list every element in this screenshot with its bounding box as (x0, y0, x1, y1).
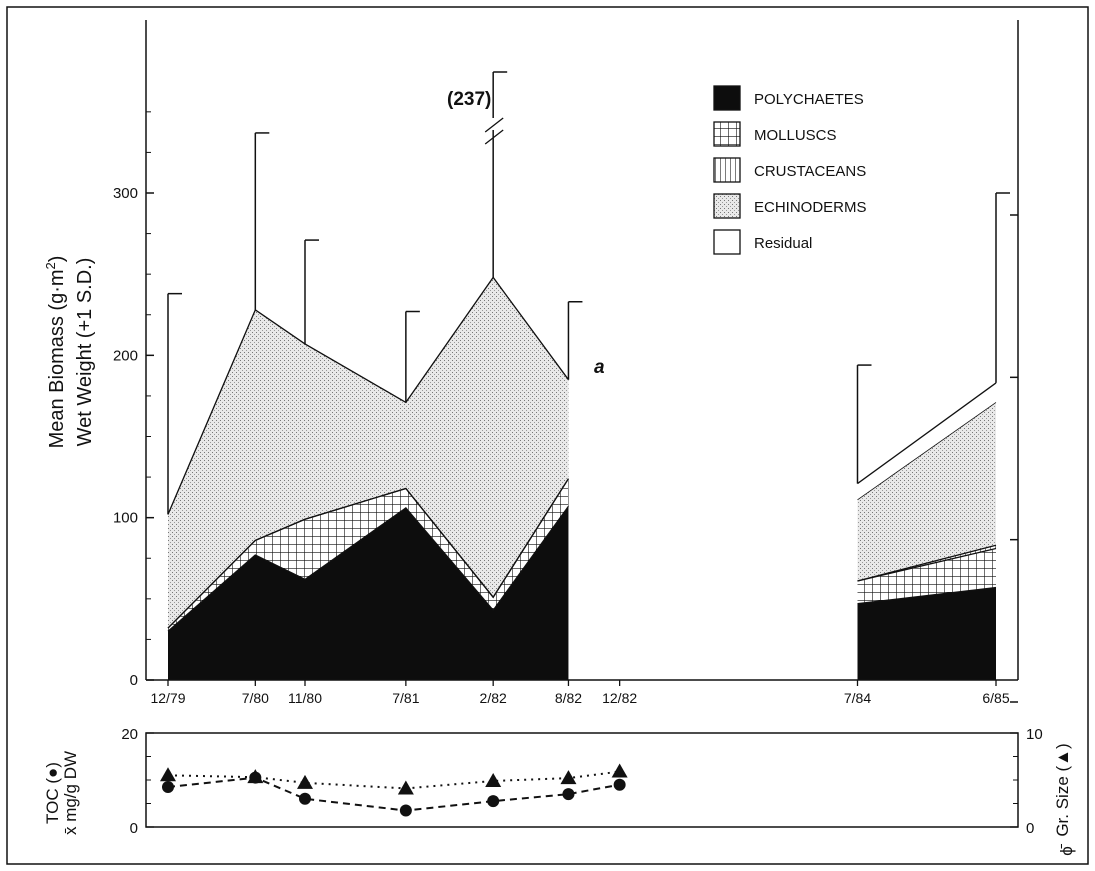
x-tick-label: 7/81 (392, 690, 419, 706)
area-echinoderms (857, 402, 996, 581)
bottom-series (160, 763, 628, 817)
grain-size-point (611, 763, 628, 778)
toc-tick-label: 20 (121, 726, 138, 743)
grain-size-tick-label: 10 (1026, 726, 1043, 743)
grain-size-point (560, 770, 577, 785)
error-bars (167, 71, 1010, 515)
area-polychaetes (857, 587, 996, 680)
outline-crustaceans (857, 544, 997, 582)
toc-point (613, 778, 626, 791)
legend-label-residual: Residual (754, 235, 812, 252)
legend-swatch-residual (713, 229, 741, 255)
annotation-237: (237) (447, 89, 491, 110)
outline-echinoderms (857, 402, 997, 501)
toc-point (298, 792, 311, 805)
x-tick-label: 7/84 (844, 690, 871, 706)
x-tick-label: 7/80 (242, 690, 269, 706)
grain-size-point (160, 767, 176, 782)
grain-size-axis-label: Gr. Size (▲) (1053, 743, 1072, 836)
legend-label-crustaceans: CRUSTACEANS (754, 163, 866, 180)
bottom-axes: 0 20 0 10 (121, 726, 1042, 837)
legend-swatch-crustaceans (713, 157, 741, 183)
y-tick-label: 100 (113, 510, 138, 527)
grain-size-axis-units: ϕ̄ (1057, 843, 1076, 856)
axis-break-mark (484, 129, 504, 145)
figure-frame (6, 6, 1089, 865)
toc-axis-units: x̄ mg/g DW (61, 751, 80, 835)
legend-swatch-molluscs (713, 121, 741, 147)
y-tick-label: 0 (130, 672, 138, 689)
outline-polychaetes (857, 586, 997, 605)
grain-size-point (296, 774, 313, 789)
legend-swatch-polychaetes (713, 85, 741, 111)
main-y-ticks: 0 100 200 300 (113, 111, 1018, 703)
toc-point (487, 795, 500, 808)
y-tick-label: 300 (113, 185, 138, 202)
toc-point (399, 804, 412, 817)
area-outlines (167, 276, 997, 632)
main-axes (145, 20, 1019, 681)
main-y-axis-label-line2: Wet Weight (+1 S.D.) (74, 258, 96, 447)
x-tick-label: 8/82 (555, 690, 582, 706)
grain-size-point (397, 780, 414, 795)
toc-point (162, 781, 174, 794)
outline-polychaetes (167, 505, 569, 632)
x-tick-label: 2/82 (480, 690, 507, 706)
toc-point (562, 788, 575, 801)
y-tick-label: 200 (113, 347, 138, 364)
legend-swatch-echinoderms (713, 193, 741, 219)
stacked-areas (168, 277, 996, 680)
axis-break-mark (484, 117, 504, 133)
outline-residual (167, 276, 569, 515)
bottom-panel-frame (145, 732, 1019, 828)
grain-size-point (485, 772, 502, 787)
area-residual (857, 382, 996, 500)
line-toc (167, 776, 620, 812)
x-tick-label: 11/80 (288, 690, 322, 706)
main-x-ticks: 12/79 7/80 11/80 7/81 2/82 8/82 12/82 7/84 6/85 (150, 680, 1010, 706)
grain-size-point (247, 769, 264, 784)
legend: POLYCHAETES MOLLUSCS CRUSTACEANS ECHINODERM… (713, 85, 867, 255)
annotation-a: a (594, 357, 605, 378)
outline-crustaceans (167, 478, 569, 629)
x-tick-label: 6/85 (982, 690, 1009, 706)
legend-label-echinoderms: ECHINODERMS (754, 199, 867, 216)
area-echinoderms (168, 277, 569, 629)
area-molluscs (857, 548, 996, 604)
main-y-axis-label: Mean Biomass (g·m2) (43, 256, 68, 449)
legend-label-molluscs: MOLLUSCS (754, 127, 837, 144)
x-tick-label: 12/79 (150, 690, 185, 706)
grain-size-tick-label: 0 (1026, 820, 1034, 837)
toc-tick-label: 0 (130, 820, 138, 837)
area-polychaetes (168, 506, 569, 680)
area-molluscs (168, 478, 569, 632)
legend-label-polychaetes: POLYCHAETES (754, 91, 864, 108)
line-gr-size (167, 770, 620, 790)
outline-residual (857, 382, 997, 485)
x-tick-label: 12/82 (602, 690, 637, 706)
toc-axis-label: TOC (●) (43, 762, 62, 824)
